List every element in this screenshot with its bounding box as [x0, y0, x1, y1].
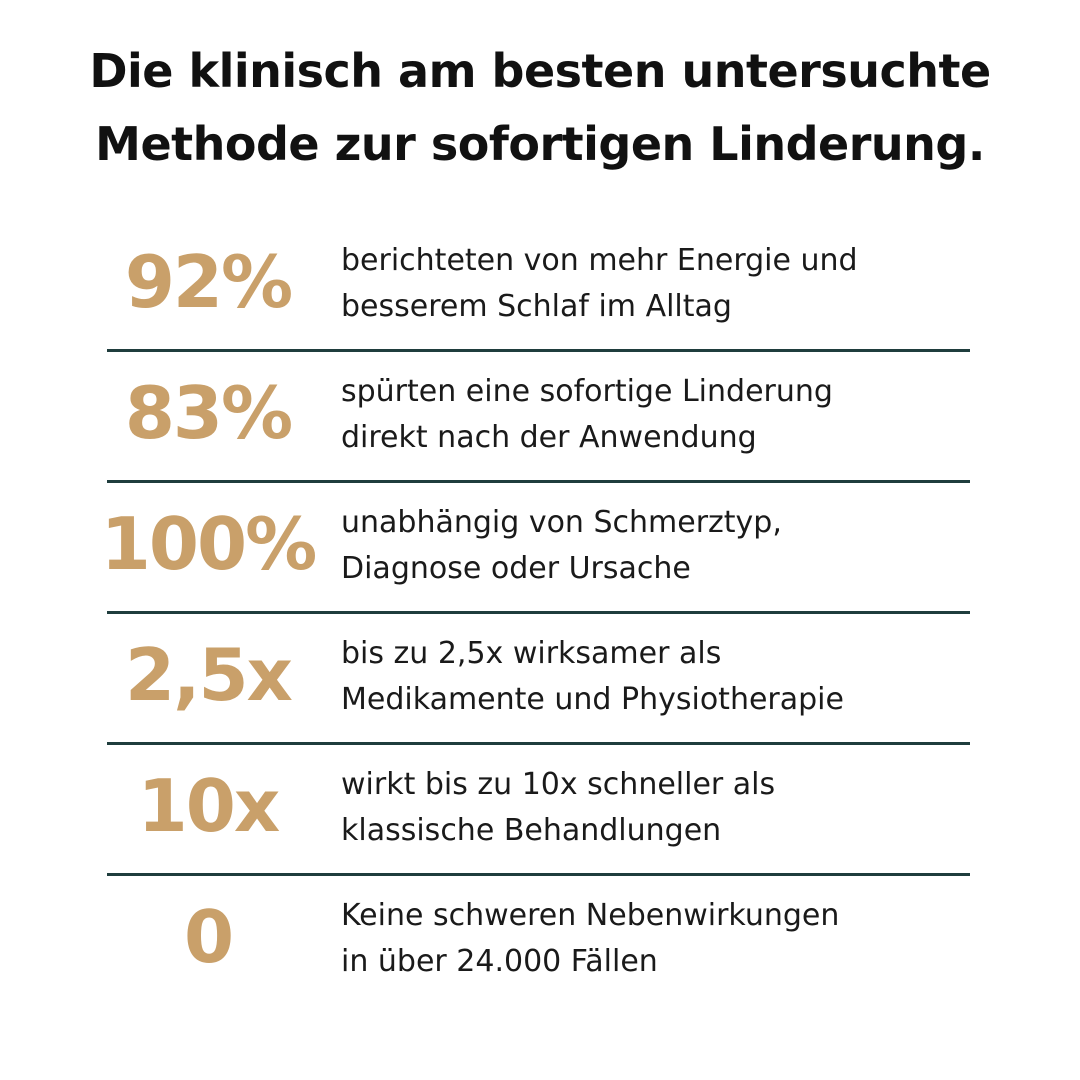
- stat-description: in über 24.000 Fällen: [341, 944, 658, 979]
- separator: [107, 742, 970, 745]
- separator: [107, 349, 970, 352]
- stat-value: 2,5x: [125, 633, 293, 717]
- stat-description: unabhängig von Schmerztyp,: [341, 505, 782, 540]
- title-line: Die klinisch am besten untersuchte: [89, 44, 991, 98]
- stat-description: Diagnose oder Ursache: [341, 551, 691, 586]
- stat-value: 10x: [137, 764, 281, 848]
- separator: [107, 480, 970, 483]
- stat-description: Keine schweren Nebenwirkungen: [341, 898, 840, 933]
- stat-description: spürten eine sofortige Linderung: [341, 374, 833, 409]
- stat-description: klassische Behandlungen: [341, 813, 722, 848]
- title-line: Methode zur sofortigen Linderung.: [95, 117, 985, 171]
- stat-value: 83%: [124, 371, 293, 455]
- stat-description: direkt nach der Anwendung: [341, 420, 757, 455]
- stat-description: Medikamente und Physiotherapie: [341, 682, 844, 717]
- stat-value: 92%: [124, 240, 293, 324]
- stat-description: wirkt bis zu 10x schneller als: [341, 767, 776, 802]
- stat-description: bis zu 2,5x wirksamer als: [341, 636, 722, 671]
- stat-value: 0: [183, 895, 234, 979]
- separator: [107, 611, 970, 614]
- stat-description: berichteten von mehr Energie und: [341, 243, 858, 278]
- stat-description: besserem Schlaf im Alltag: [341, 289, 732, 324]
- stat-value: 100%: [100, 502, 317, 586]
- separator: [107, 873, 970, 876]
